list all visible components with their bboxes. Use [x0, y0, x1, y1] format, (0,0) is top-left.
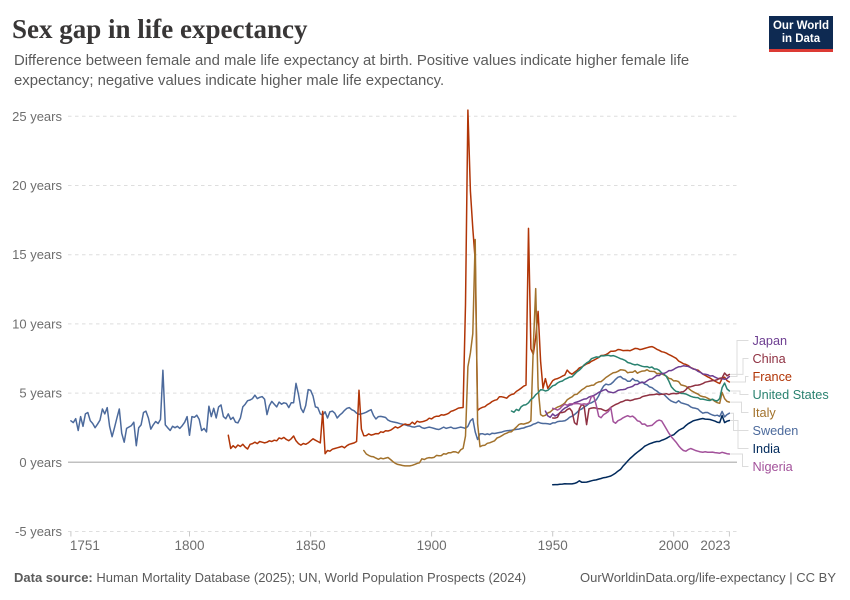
svg-text:Sweden: Sweden: [753, 424, 799, 438]
svg-text:France: France: [753, 370, 793, 384]
svg-text:Japan: Japan: [753, 334, 788, 348]
svg-text:10 years: 10 years: [12, 316, 62, 331]
svg-text:1850: 1850: [296, 538, 326, 553]
svg-text:1900: 1900: [417, 538, 447, 553]
svg-text:2000: 2000: [659, 538, 689, 553]
svg-text:-5 years: -5 years: [15, 524, 62, 539]
svg-text:Nigeria: Nigeria: [753, 460, 794, 474]
svg-text:China: China: [753, 352, 787, 366]
svg-text:1950: 1950: [538, 538, 568, 553]
svg-text:0 years: 0 years: [19, 455, 62, 470]
svg-text:5 years: 5 years: [19, 386, 62, 401]
svg-text:1800: 1800: [174, 538, 204, 553]
svg-text:15 years: 15 years: [12, 247, 62, 262]
svg-text:1751: 1751: [70, 538, 100, 553]
svg-text:20 years: 20 years: [12, 178, 62, 193]
svg-text:25 years: 25 years: [12, 109, 62, 124]
svg-text:2023: 2023: [700, 538, 730, 553]
svg-text:Italy: Italy: [753, 406, 777, 420]
svg-text:India: India: [753, 442, 781, 456]
svg-text:United States: United States: [753, 388, 829, 402]
